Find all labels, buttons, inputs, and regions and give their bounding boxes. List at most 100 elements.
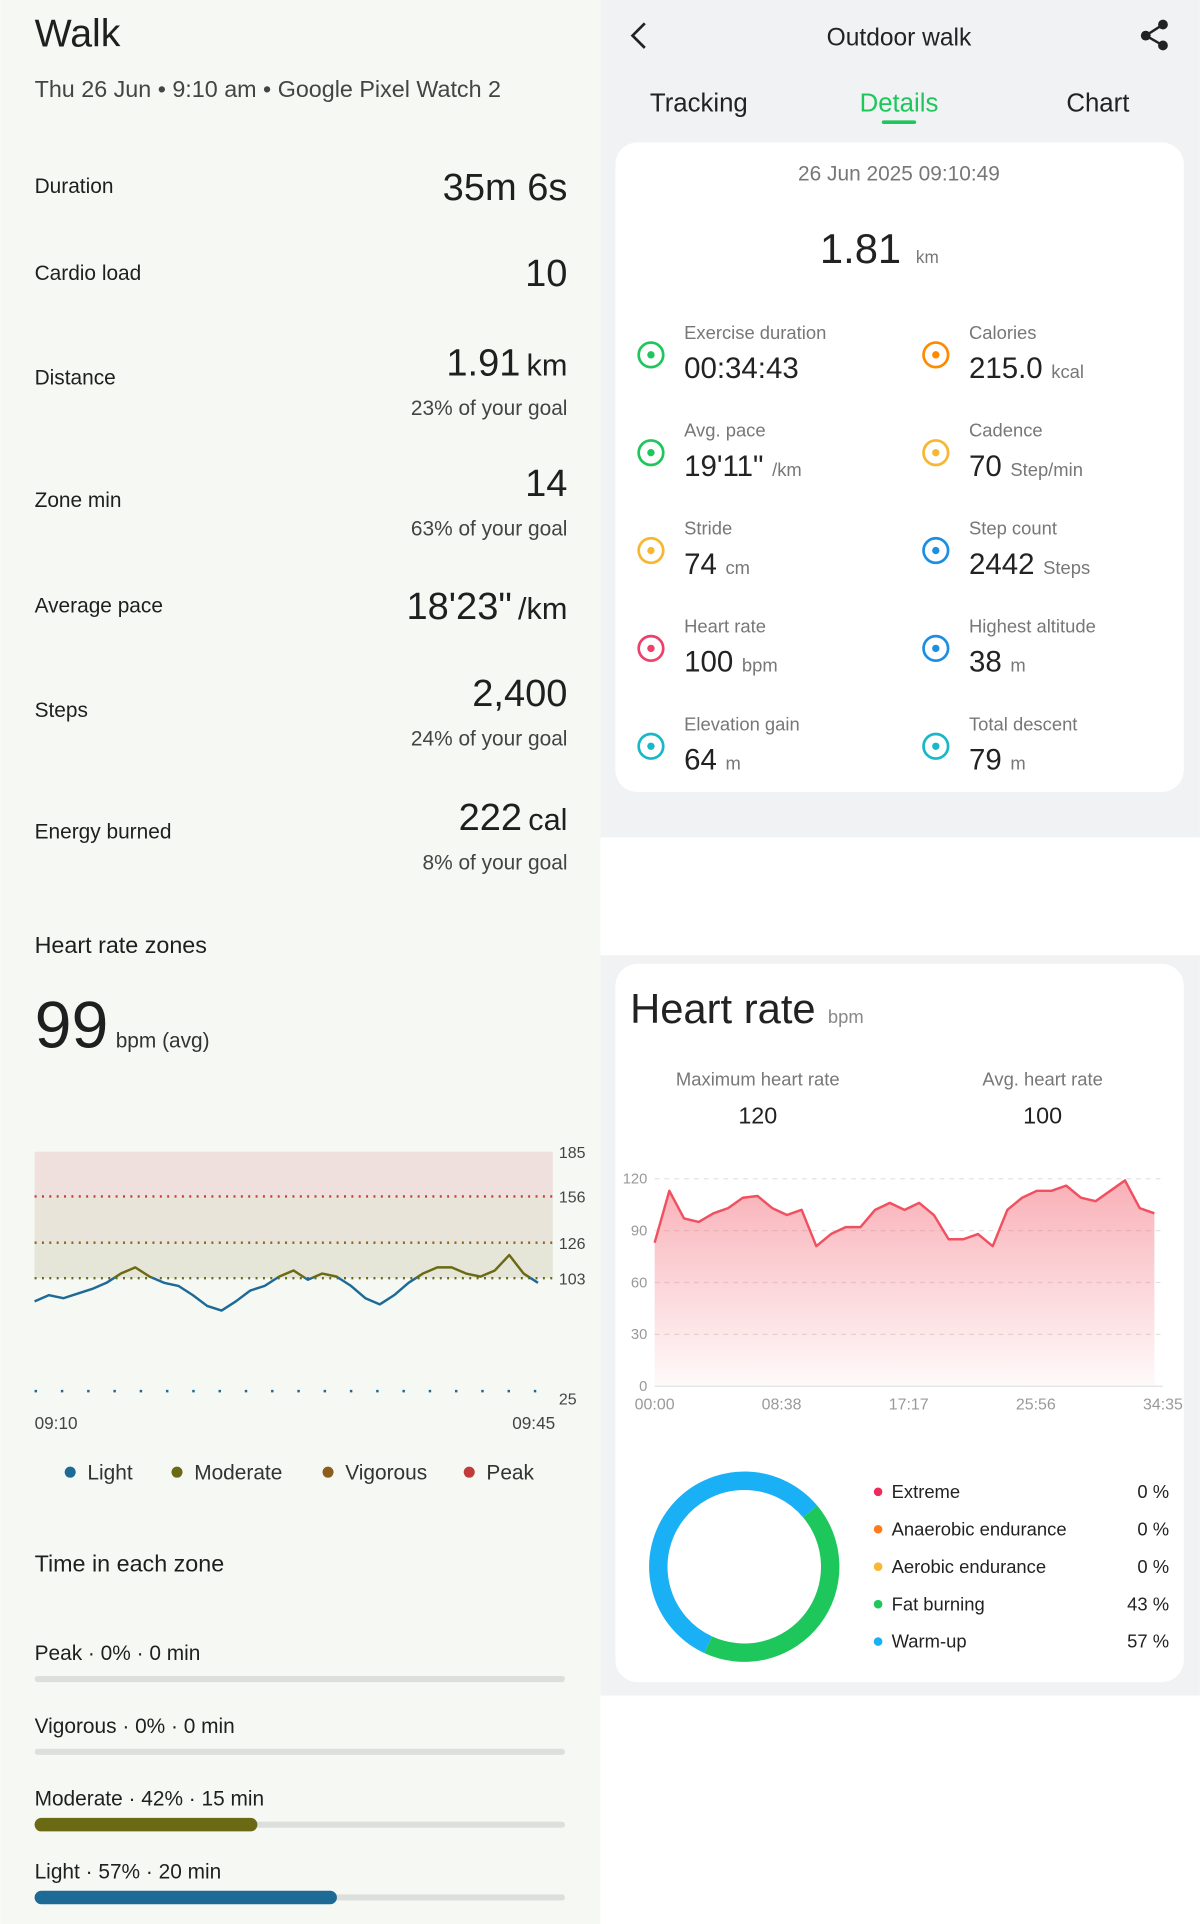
x-tick-label: 09:45 — [512, 1413, 555, 1433]
stat-label: Cadence — [969, 420, 1043, 441]
page-title: Outdoor walk — [827, 24, 972, 51]
metric-label: Energy burned — [35, 821, 172, 844]
zone-label: Light · 57% · 20 min — [35, 1860, 222, 1883]
x-tick-label: 08:38 — [762, 1397, 802, 1414]
hr-average-part: bpm (avg) — [116, 1029, 210, 1052]
stat-label: Elevation gain — [684, 713, 800, 734]
stat-value-part: 38 — [969, 646, 1002, 679]
stat-icon — [922, 634, 950, 663]
legend-swatch — [322, 1466, 334, 1478]
stat-value-part: m — [725, 753, 740, 774]
stat-label: Step count — [969, 518, 1057, 539]
stat-icon — [922, 732, 950, 760]
share-button[interactable] — [1140, 19, 1168, 51]
stat-value: 79 m — [969, 744, 1026, 777]
left-panel — [0, 0, 601, 1924]
hr-zones-title: Heart rate zones — [35, 932, 207, 958]
stat-icon-dot — [932, 449, 940, 457]
zone-track — [34, 1748, 566, 1755]
y-tick-label: 185 — [559, 1145, 586, 1162]
metric-value-part: 18'23" — [406, 586, 511, 628]
stat-icon-dot — [932, 742, 940, 750]
stat-icon-dot — [647, 644, 655, 653]
hr-title-part: bpm — [828, 1006, 864, 1027]
stat-value: 70 Step/min — [969, 450, 1083, 483]
y-tick-label: 126 — [559, 1236, 586, 1253]
stat-value-part: 19'11" — [684, 450, 763, 483]
y-tick-label: 25 — [559, 1392, 577, 1409]
share-line — [1143, 23, 1164, 47]
metric-value: 1.91 km — [446, 343, 567, 385]
y-tick-label: 30 — [631, 1327, 647, 1343]
zone-label: Peak · 0% · 0 min — [35, 1642, 201, 1665]
x-tick-label: 34:35 — [1143, 1397, 1183, 1414]
legend-value: 0 % — [1137, 1481, 1169, 1502]
hr-average-part: 99 — [35, 988, 109, 1062]
y-tick-label: 156 — [559, 1190, 586, 1207]
back-button[interactable] — [630, 22, 646, 49]
metric-value: 222 cal — [459, 797, 568, 839]
zone-bar — [34, 1890, 337, 1905]
stat-icon-dot — [932, 644, 940, 653]
stat-value-part: cm — [725, 557, 750, 578]
zone-label: Moderate · 42% · 15 min — [35, 1788, 265, 1811]
max-hr-value: 120 — [738, 1102, 777, 1128]
title: Walk — [35, 12, 121, 56]
hr-title-part: Heart rate — [630, 985, 816, 1032]
stat-label: Total descent — [969, 713, 1077, 734]
legend-swatch — [171, 1466, 183, 1478]
legend-swatch — [873, 1599, 883, 1609]
avg-hr-label: Avg. heart rate — [982, 1068, 1102, 1089]
legend-label: Warm-up — [892, 1631, 967, 1652]
stat-value: 00:34:43 — [684, 352, 799, 385]
legend-label: Moderate — [194, 1462, 282, 1485]
y-tick-label: 60 — [631, 1275, 647, 1291]
stat-value-part: Steps — [1043, 557, 1090, 578]
x-tick-label: 09:10 — [35, 1413, 78, 1433]
x-tick-label: 25:56 — [1016, 1397, 1056, 1414]
stat-icon — [922, 341, 950, 369]
metric-value: 2,400 — [472, 673, 567, 715]
heart-rate-line — [34, 1253, 539, 1312]
metric-value-part: 1.91 — [446, 343, 520, 385]
tab[interactable]: Tracking — [650, 90, 748, 118]
stat-value-part: kcal — [1051, 361, 1084, 382]
metric-value: 18'23"/km — [406, 586, 567, 628]
tab[interactable]: Chart — [1066, 90, 1129, 118]
stat-label: Highest altitude — [969, 615, 1096, 636]
stat-value-part: 100 — [684, 646, 733, 679]
stat-label: Calories — [969, 322, 1037, 343]
stat-icon — [637, 634, 665, 663]
legend-swatch — [873, 1524, 883, 1534]
stat-icon-dot — [647, 449, 655, 457]
stat-label: Heart rate — [684, 615, 766, 636]
stat-value-part: 79 — [969, 744, 1002, 777]
stat-value: 2442 Steps — [969, 548, 1090, 581]
stat-value-part: m — [1010, 753, 1025, 774]
stat-value-part: 70 — [969, 450, 1002, 483]
metric-value-part: cal — [528, 802, 567, 837]
max-hr-label: Maximum heart rate — [676, 1068, 840, 1089]
stat-label: Avg. pace — [684, 420, 766, 441]
stat-value-part: 64 — [684, 744, 717, 777]
metric-label: Duration — [35, 175, 114, 198]
time-zone-title: Time in each zone — [35, 1551, 225, 1577]
stat-value: 64 m — [684, 744, 741, 777]
legend-swatch — [463, 1466, 475, 1478]
tab[interactable]: Details — [860, 90, 939, 118]
donut-segment — [649, 1471, 818, 1654]
zone-band — [34, 1151, 553, 1197]
legend-value: 43 % — [1127, 1593, 1169, 1614]
metric-label: Steps — [35, 699, 88, 722]
total-distance-part: 1.81 — [820, 225, 901, 272]
zone-band — [34, 1196, 553, 1243]
session-date: 26 Jun 2025 09:10:49 — [798, 162, 1000, 185]
zone-bar — [34, 1817, 258, 1832]
hr-line — [653, 1179, 1155, 1248]
stat-label: Stride — [684, 518, 732, 539]
legend-label: Aerobic endurance — [892, 1556, 1047, 1577]
metric-value: 14 — [525, 463, 567, 505]
legend-label: Fat burning — [892, 1593, 985, 1614]
metric-value: 10 — [525, 253, 567, 295]
